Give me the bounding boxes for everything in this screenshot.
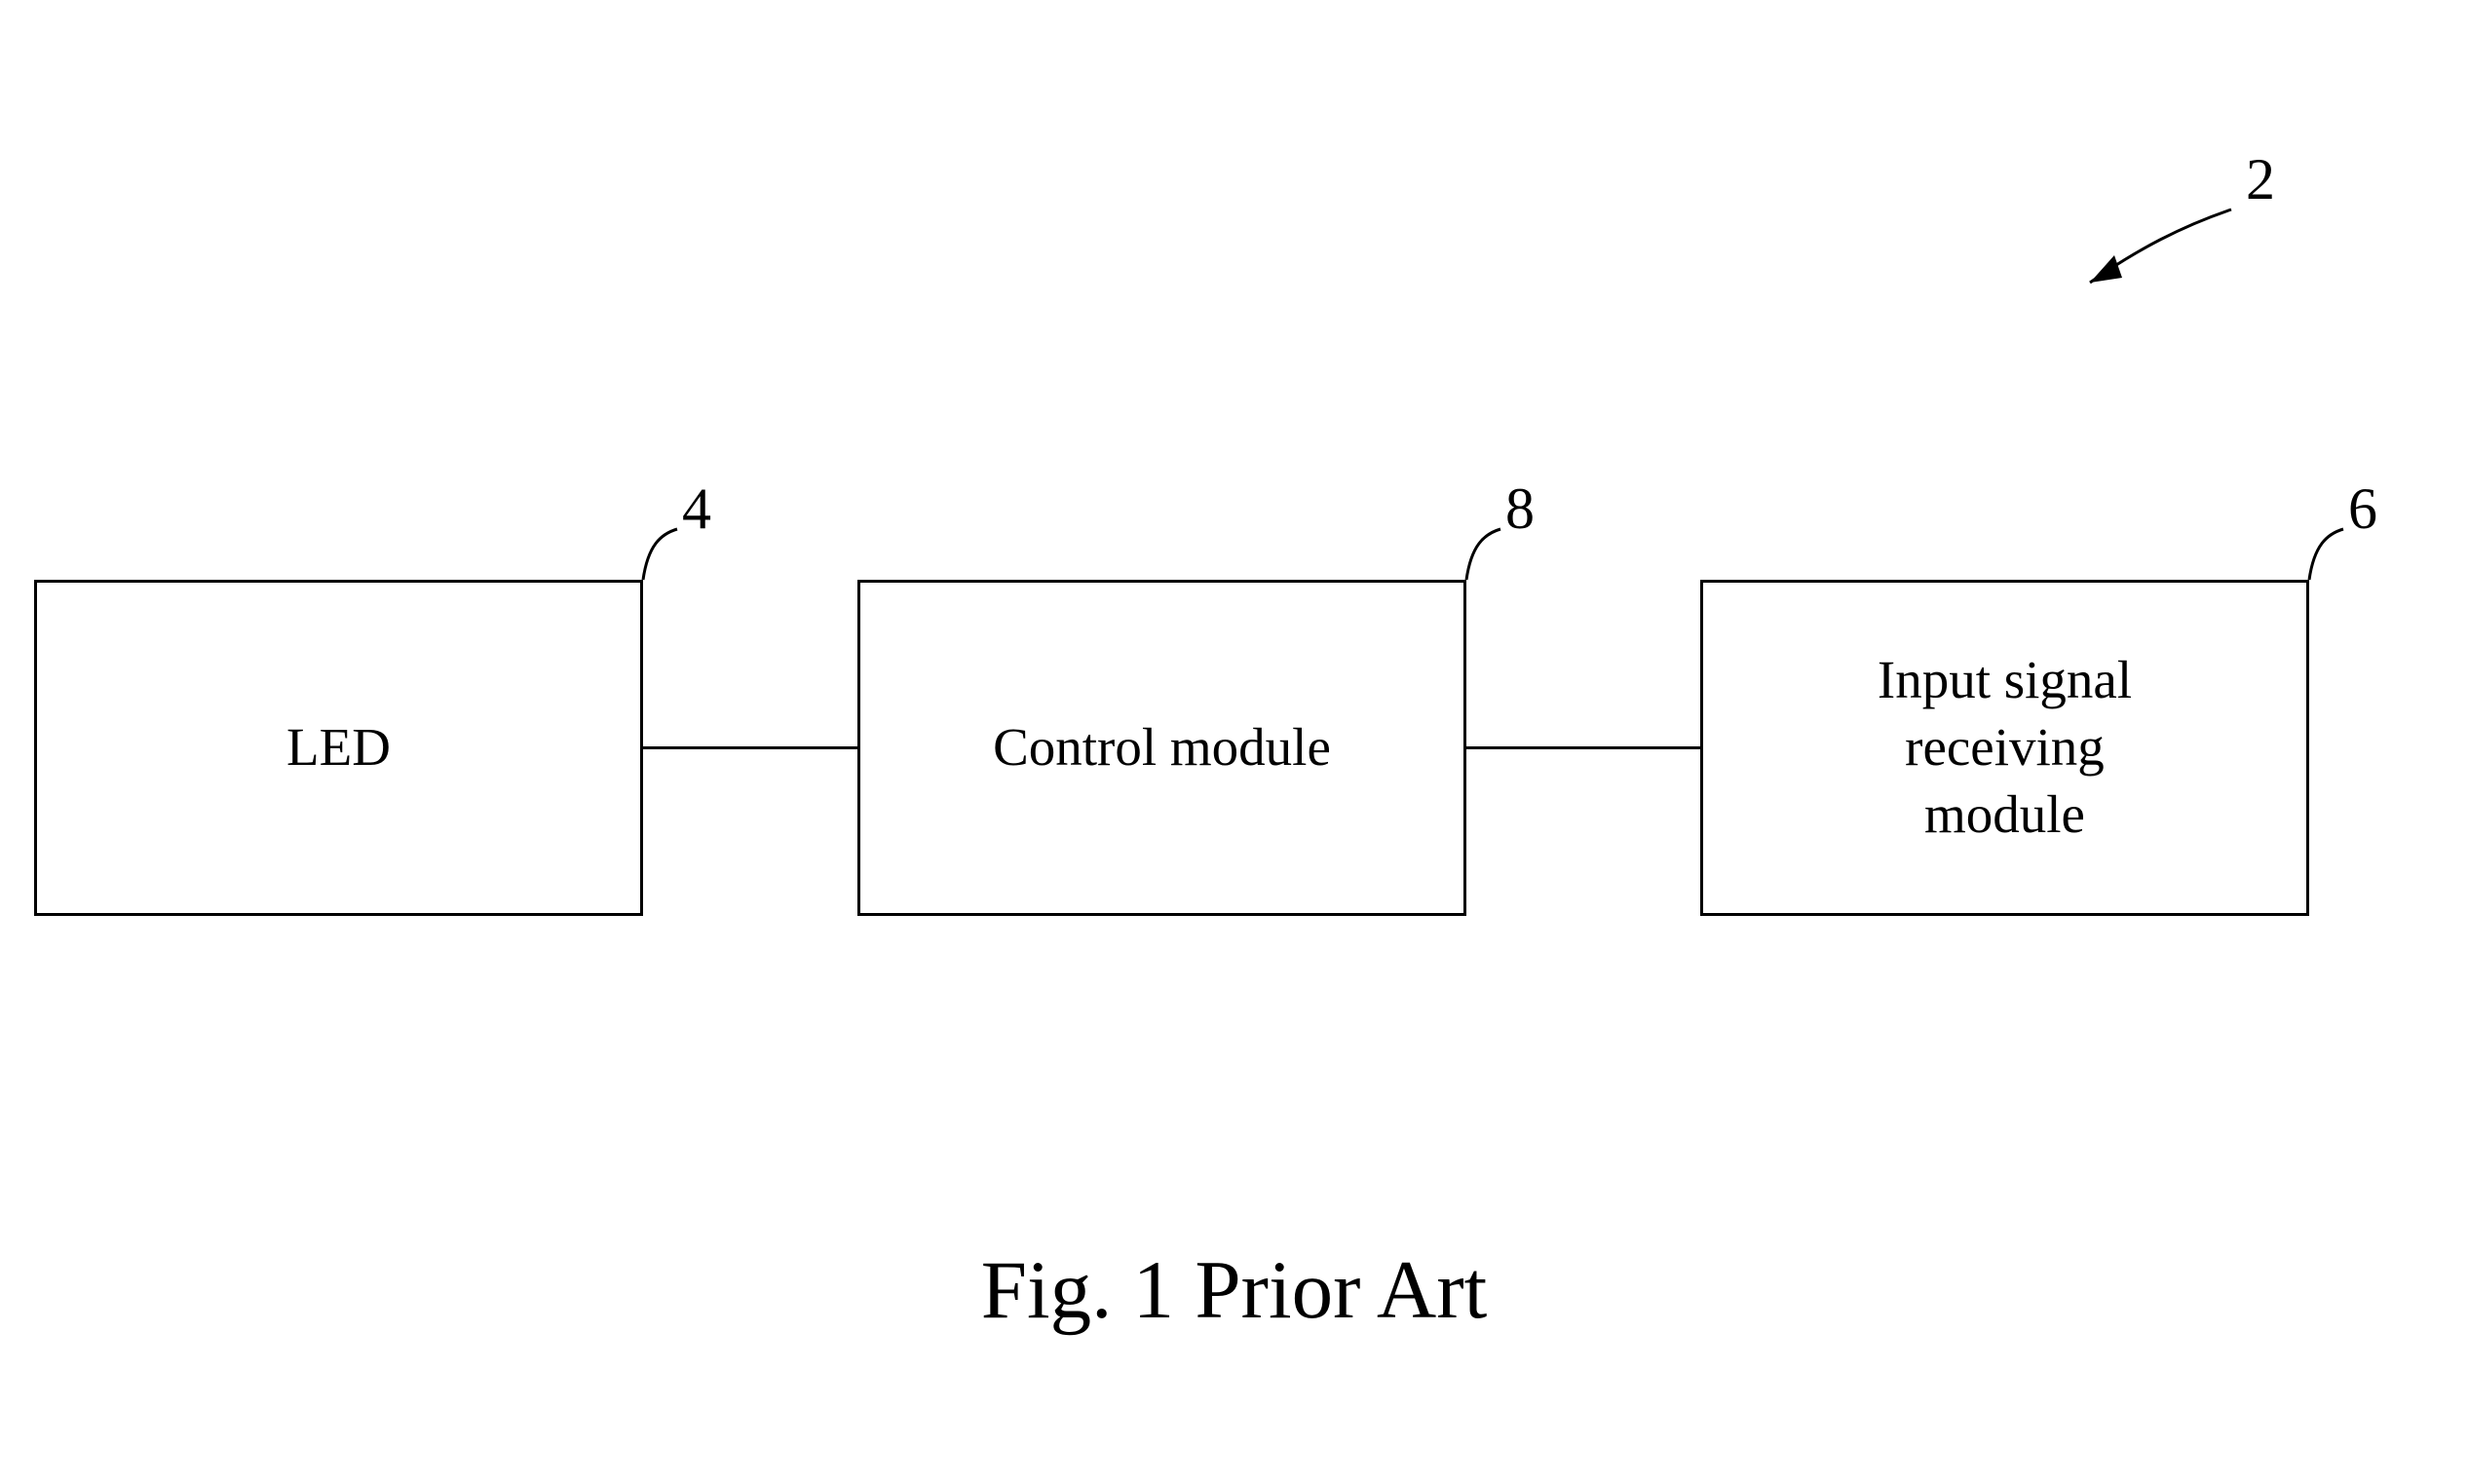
ref-4: 4 [682, 476, 711, 543]
ref-2: 2 [2246, 146, 2275, 213]
diagram-canvas: LED Control module Input signal receivin… [0, 0, 2468, 1484]
ref-6: 6 [2348, 476, 2377, 543]
figure-caption: Fig. 1 Prior Art [0, 1242, 2468, 1338]
ref-8: 8 [1505, 476, 1535, 543]
